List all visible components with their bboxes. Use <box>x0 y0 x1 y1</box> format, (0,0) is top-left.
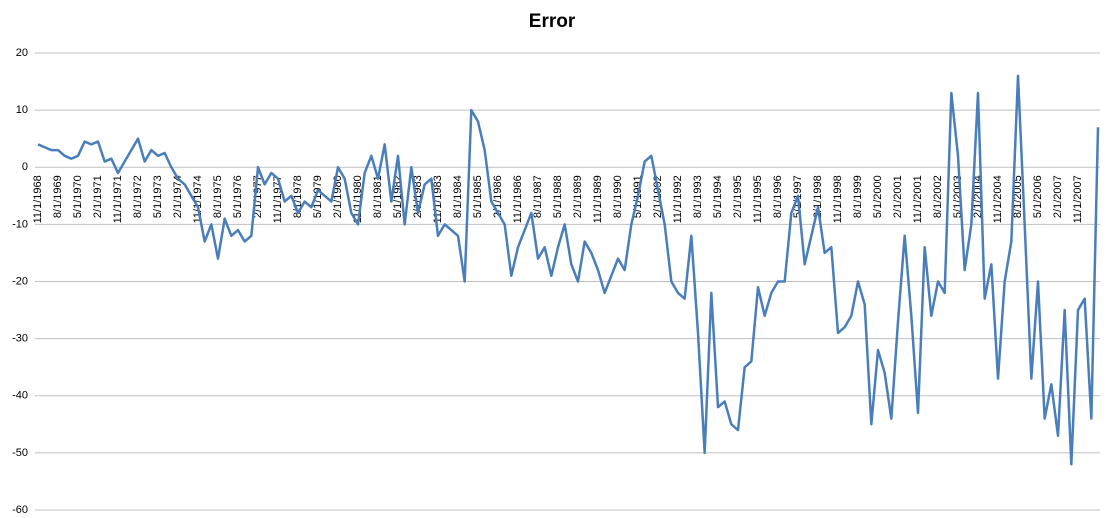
y-tick-label: -30 <box>12 333 28 345</box>
x-tick-label: 2/1/1974 <box>172 175 184 218</box>
x-tick-label: 8/1/1975 <box>212 175 224 218</box>
x-tick-label: 5/1/2006 <box>1032 175 1044 218</box>
x-tick-label: 5/1/1985 <box>472 175 484 218</box>
x-tick-label: 2/1/1980 <box>332 175 344 218</box>
x-tick-label: 2/1/2007 <box>1052 175 1064 218</box>
y-tick-label: -20 <box>12 275 28 287</box>
x-tick-label: 11/1/2001 <box>912 175 924 223</box>
x-tick-label: 11/1/2004 <box>992 175 1004 223</box>
x-tick-label: 8/1/2005 <box>1012 175 1024 218</box>
x-tick-label: 8/1/1981 <box>372 175 384 218</box>
x-tick-label: 8/1/1987 <box>532 175 544 218</box>
y-tick-label: 0 <box>22 161 28 173</box>
x-tick-label: 2/1/1998 <box>812 175 824 218</box>
x-tick-label: 8/1/2002 <box>932 175 944 218</box>
x-tick-label: 2/1/1989 <box>572 175 584 218</box>
x-tick-label: 11/1/2007 <box>1072 175 1084 223</box>
x-tick-label: 8/1/1996 <box>772 175 784 218</box>
x-tick-label: 11/1/1968 <box>32 175 44 223</box>
y-tick-label: -40 <box>12 390 28 402</box>
x-tick-label: 2/1/1995 <box>732 175 744 218</box>
x-tick-label: 11/1/1974 <box>192 175 204 223</box>
x-tick-label: 8/1/1969 <box>52 175 64 218</box>
y-tick-label: -50 <box>12 447 28 459</box>
x-tick-label: 8/1/1993 <box>692 175 704 218</box>
y-tick-label: -10 <box>12 218 28 230</box>
x-tick-label: 5/1/1976 <box>232 175 244 218</box>
x-tick-label: 11/1/1995 <box>752 175 764 223</box>
x-tick-label: 11/1/1989 <box>592 175 604 223</box>
y-tick-label: -60 <box>12 504 28 516</box>
x-tick-label: 5/1/1973 <box>152 175 164 218</box>
y-tick-label: 20 <box>16 47 28 59</box>
x-tick-label: 8/1/1990 <box>612 175 624 218</box>
x-tick-label: 11/1/1971 <box>112 175 124 223</box>
x-tick-label: 8/1/1984 <box>452 175 464 218</box>
x-tick-label: 5/1/2000 <box>872 175 884 218</box>
x-tick-label: 11/1/1986 <box>512 175 524 223</box>
x-tick-label: 2/1/2001 <box>892 175 904 218</box>
x-tick-label: 5/1/1970 <box>72 175 84 218</box>
x-tick-label: 8/1/1999 <box>852 175 864 218</box>
x-tick-label: 8/1/1972 <box>132 175 144 218</box>
x-tick-label: 5/1/1988 <box>552 175 564 218</box>
chart-title: Error <box>529 11 576 32</box>
x-tick-label: 11/1/1998 <box>832 175 844 223</box>
x-tick-label: 5/1/1979 <box>312 175 324 218</box>
data-line <box>37 74 1100 466</box>
y-tick-label: 10 <box>16 104 28 116</box>
x-tick-label: 11/1/1992 <box>672 175 684 223</box>
x-tick-label: 5/1/1994 <box>712 175 724 218</box>
x-tick-label: 2/1/1971 <box>92 175 104 218</box>
